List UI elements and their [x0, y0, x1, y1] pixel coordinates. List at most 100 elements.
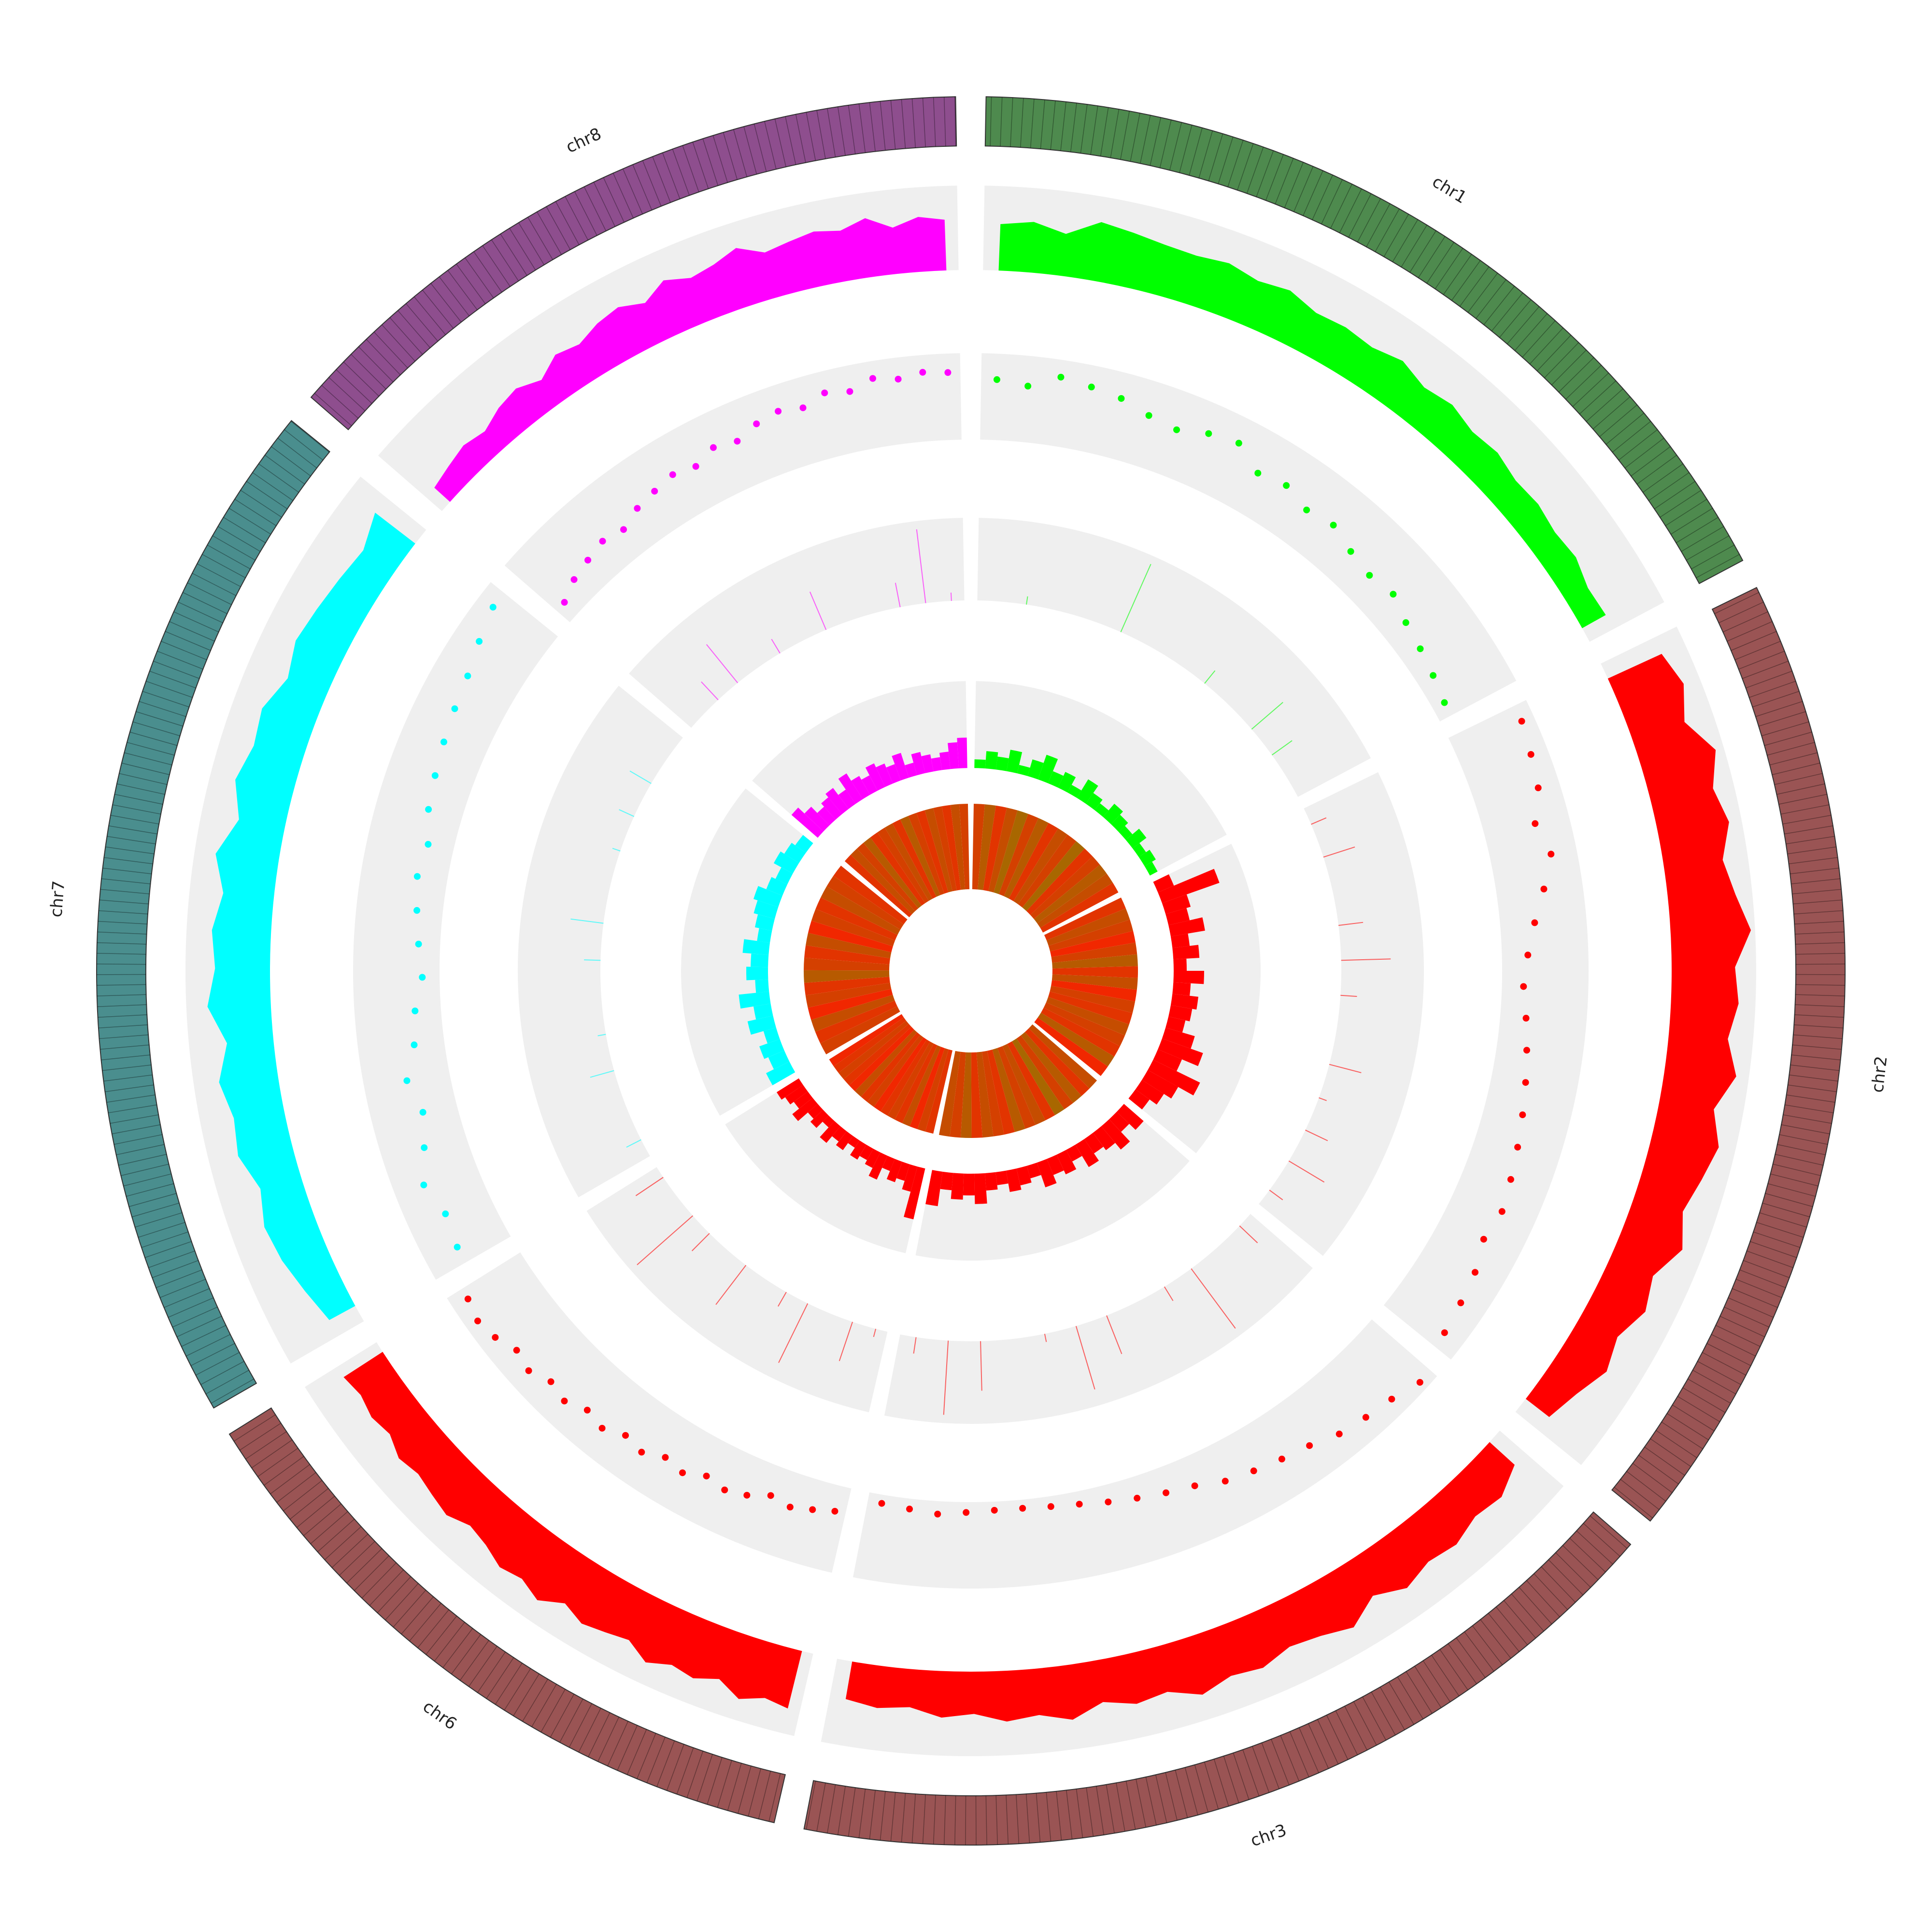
stripe: [1644, 1447, 1685, 1476]
heatmap-cell: [992, 1048, 1025, 1132]
scatter-point: [476, 638, 483, 645]
scatter-point: [1366, 572, 1373, 579]
stripe: [623, 169, 643, 214]
stripe: [473, 251, 502, 293]
stripe: [1650, 1438, 1691, 1467]
histogram-bar: [1168, 917, 1205, 937]
chromosome-label: chr2: [1868, 1055, 1891, 1094]
stripe: [1696, 554, 1740, 578]
scatter-point: [1441, 699, 1448, 706]
stripe: [1165, 1772, 1178, 1821]
histogram-bar: [1168, 1005, 1193, 1022]
stripe: [827, 1784, 836, 1833]
stripe: [922, 1794, 926, 1844]
track-background: [629, 518, 965, 728]
heatmap-cell: [804, 977, 890, 995]
histogram-bar: [940, 1171, 953, 1191]
area: [434, 217, 947, 502]
histogram-bar: [1047, 1154, 1064, 1175]
histogram-bar: [739, 991, 771, 1009]
heatmap-cell: [821, 886, 901, 935]
stripe: [758, 1771, 771, 1819]
stripe: [324, 1526, 362, 1560]
stripe: [1793, 899, 1843, 905]
stripe: [258, 463, 299, 493]
stripe: [127, 742, 175, 756]
heatmap-cell: [895, 1043, 938, 1123]
histogram-bar: [1006, 1168, 1022, 1192]
stripe: [257, 1448, 298, 1477]
spike: [778, 1292, 787, 1307]
scatter-point: [1330, 522, 1337, 529]
stripe: [500, 233, 527, 276]
stripe: [1722, 611, 1768, 633]
stripe: [1586, 388, 1623, 422]
stripe: [289, 1488, 329, 1520]
spike: [715, 1264, 747, 1305]
stripe: [922, 98, 926, 147]
histogram-bar: [1117, 1104, 1144, 1130]
histogram-bar: [1158, 1038, 1203, 1066]
stripe: [1767, 1183, 1816, 1197]
scatter-point: [1303, 506, 1310, 513]
spike: [706, 644, 739, 683]
spike: [1106, 1315, 1122, 1354]
chromosome-band: [96, 420, 331, 1409]
stripe: [626, 1729, 647, 1775]
heatmap-cell: [978, 804, 996, 890]
histogram-bar: [963, 1173, 975, 1195]
histogram-bar: [995, 756, 1009, 771]
stripe: [555, 201, 580, 245]
stripe: [1714, 592, 1759, 614]
stripe: [1136, 1779, 1147, 1828]
stripe: [1312, 175, 1333, 220]
stripe: [672, 149, 690, 196]
stripe: [149, 670, 196, 689]
histogram-bar: [766, 877, 787, 896]
heatmap-cell: [829, 1014, 904, 1066]
stripe: [1275, 158, 1294, 204]
stripe: [1742, 661, 1789, 679]
heatmap-cell: [1037, 1012, 1114, 1067]
scatter-point: [1480, 1236, 1487, 1243]
heatmap-cell: [972, 804, 985, 890]
stripe: [1000, 97, 1003, 147]
stripe: [128, 1193, 177, 1207]
stripe: [195, 1352, 240, 1376]
scatter-point: [513, 1347, 520, 1354]
stripe: [354, 1555, 389, 1591]
histogram-bar: [851, 776, 870, 799]
histogram-bar: [823, 1115, 835, 1128]
stripe: [1670, 508, 1713, 535]
stripe: [1715, 1325, 1761, 1347]
stripe: [1728, 1297, 1774, 1318]
histogram-bar: [974, 1173, 987, 1204]
stripe: [290, 421, 330, 453]
heatmap-cell: [820, 1006, 900, 1054]
scatter-point: [638, 1449, 645, 1456]
scatter-point: [442, 1210, 449, 1218]
scatter-point: [721, 1486, 728, 1493]
stripe: [100, 889, 150, 895]
spike: [1269, 1190, 1283, 1201]
stripe: [141, 1231, 189, 1248]
scatter-point: [743, 1492, 751, 1499]
stripe: [1439, 1649, 1468, 1690]
stripe: [1614, 1487, 1653, 1519]
stripe: [136, 711, 184, 727]
stripe: [1030, 99, 1035, 148]
stripe: [1732, 1288, 1778, 1308]
stripe: [1256, 150, 1274, 197]
histogram-bar: [904, 1166, 925, 1220]
stripe: [1218, 137, 1234, 184]
stripe: [1534, 1573, 1568, 1610]
scatter-point: [919, 369, 926, 376]
stripe: [246, 481, 288, 510]
histogram-bar: [768, 1050, 790, 1069]
stripe: [1348, 193, 1372, 238]
stripe: [1010, 98, 1013, 147]
heatmap-cell: [843, 1023, 911, 1086]
heatmap-cell: [900, 816, 940, 897]
stripe: [1488, 1613, 1520, 1652]
